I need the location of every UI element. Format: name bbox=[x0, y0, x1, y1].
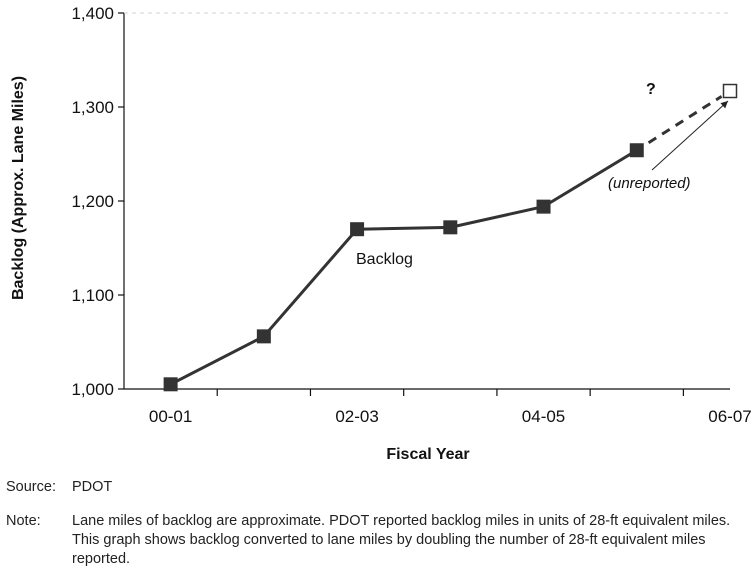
backlog-chart: 1,000 1,100 1,200 1,300 1,400 00-01 02-03 04-0… bbox=[10, 4, 752, 463]
x-axis-title: Fiscal Year bbox=[386, 446, 469, 463]
source-line: Source: PDOT bbox=[6, 478, 748, 498]
y-tick-label: 1,400 bbox=[71, 4, 114, 23]
note-block: Note: Lane miles of backlog are approxim… bbox=[6, 512, 748, 572]
series-label-backlog: Backlog bbox=[356, 251, 413, 268]
note-text: Lane miles of backlog are approximate. P… bbox=[72, 513, 731, 567]
y-tick-label: 1,000 bbox=[71, 380, 114, 399]
series-backlog bbox=[163, 143, 644, 392]
data-point-marker bbox=[256, 329, 271, 344]
data-point-marker bbox=[163, 377, 178, 392]
projection bbox=[647, 83, 738, 171]
y-tick-label: 1,100 bbox=[71, 286, 114, 305]
x-tick-label: 00-01 bbox=[149, 407, 192, 426]
x-tick-label: 06-07 bbox=[708, 407, 751, 426]
y-axis-title: Backlog (Approx. Lane Miles) bbox=[10, 76, 27, 300]
axes bbox=[118, 12, 730, 396]
data-point-marker bbox=[536, 199, 551, 214]
projected-point-marker bbox=[722, 83, 738, 99]
y-tick-labels: 1,000 1,100 1,200 1,300 1,400 bbox=[71, 4, 114, 399]
unreported-annotation: (unreported) bbox=[608, 175, 691, 192]
source-label: Source: bbox=[6, 479, 56, 495]
x-tick-label: 02-03 bbox=[335, 407, 378, 426]
data-point-marker bbox=[350, 222, 365, 237]
annotation-arrow-line bbox=[651, 100, 729, 171]
annotation-arrowhead bbox=[720, 101, 728, 109]
projection-question-mark: ? bbox=[646, 81, 656, 98]
source-text: PDOT bbox=[72, 479, 113, 495]
x-tick-labels: 00-01 02-03 04-05 06-07 bbox=[149, 407, 752, 426]
data-point-marker bbox=[443, 220, 458, 235]
data-point-marker bbox=[629, 143, 644, 158]
y-tick-label: 1,300 bbox=[71, 98, 114, 117]
note-label: Note: bbox=[6, 513, 41, 529]
backlog-line bbox=[169, 148, 638, 386]
y-tick-label: 1,200 bbox=[71, 192, 114, 211]
projection-dashed-line bbox=[647, 95, 723, 144]
x-tick-label: 04-05 bbox=[522, 407, 565, 426]
